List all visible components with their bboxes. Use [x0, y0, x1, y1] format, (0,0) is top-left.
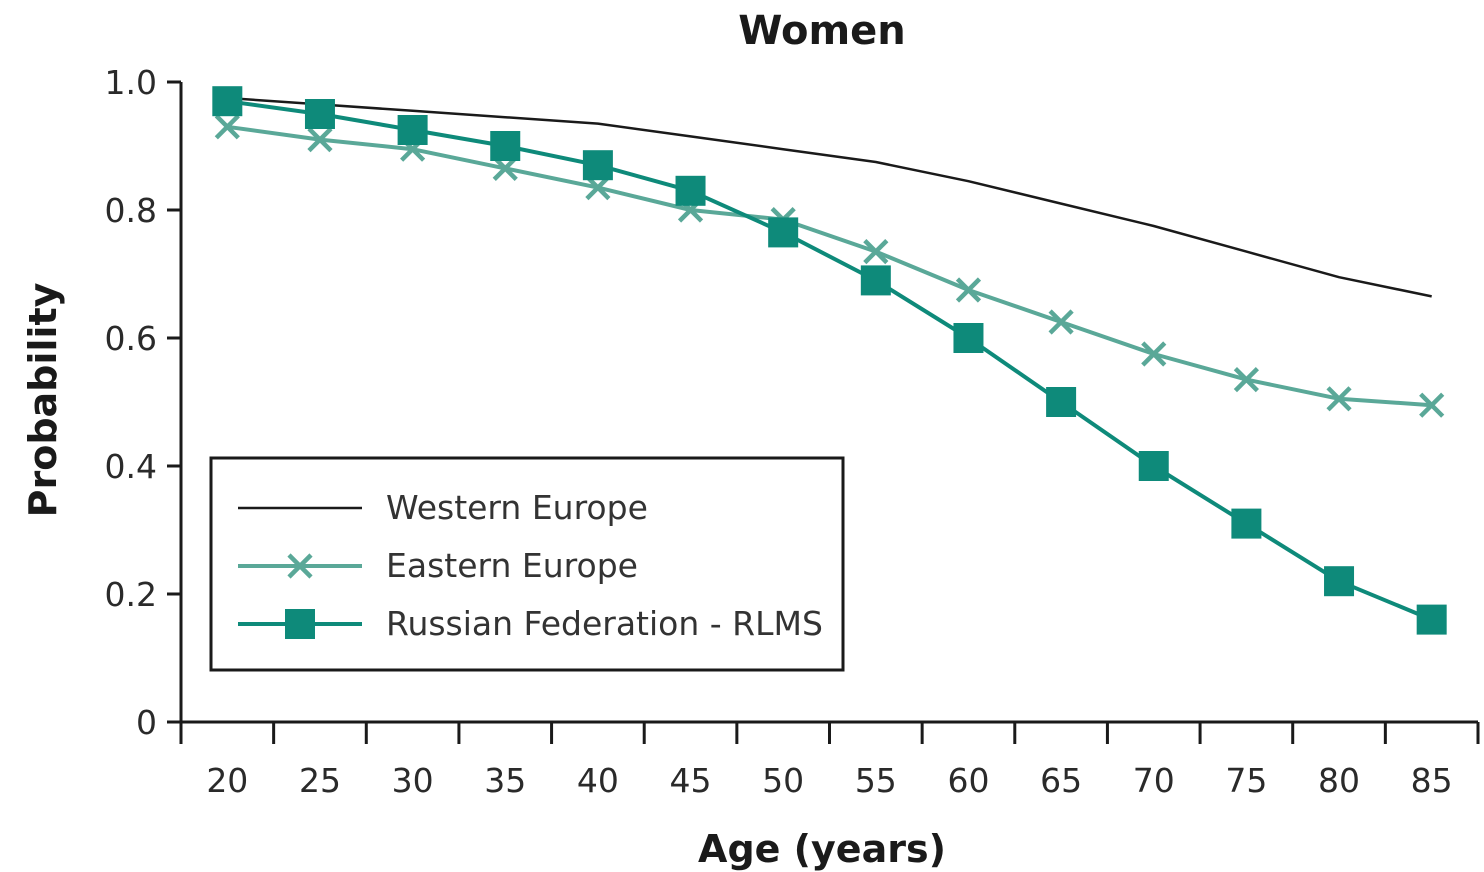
- series-eastern-europe: [214, 114, 1445, 418]
- x-tick-label: 25: [299, 761, 341, 800]
- y-tick-label: 0.8: [105, 191, 157, 230]
- data-point-eastern-europe-stroke: [1326, 386, 1352, 412]
- x-tick-label: 55: [855, 761, 897, 800]
- x-tick-label: 60: [947, 761, 989, 800]
- data-point-russian-federation-rlms: [1046, 387, 1077, 417]
- data-point-eastern-europe-stroke: [585, 175, 611, 201]
- data-point-eastern-europe-stroke: [955, 277, 982, 303]
- data-point-eastern-europe: [214, 114, 240, 140]
- x-tick-label: 75: [1225, 761, 1267, 800]
- data-point-eastern-europe-stroke: [1141, 341, 1167, 367]
- data-point-russian-federation-rlms: [582, 150, 613, 181]
- x-tick-label: 30: [392, 761, 434, 800]
- legend-swatch-marker: [285, 609, 315, 639]
- data-point-eastern-europe-stroke: [1233, 367, 1259, 393]
- legend-swatch-marker-stroke: [287, 553, 313, 579]
- data-point-eastern-europe: [585, 175, 611, 201]
- data-point-eastern-europe-stroke: [492, 155, 518, 181]
- x-tick-label: 45: [670, 761, 712, 800]
- chart-title: Women: [738, 8, 905, 54]
- data-point-eastern-europe: [955, 277, 982, 303]
- x-tick-label: 80: [1318, 761, 1360, 800]
- data-point-eastern-europe: [1233, 367, 1259, 393]
- x-tick-label: 70: [1133, 761, 1175, 800]
- x-tick-label: 50: [762, 761, 804, 800]
- data-point-russian-federation-rlms: [1416, 604, 1447, 635]
- y-axis-title: Probability: [21, 282, 65, 517]
- data-point-eastern-europe: [1048, 309, 1074, 335]
- data-point-eastern-europe: [1141, 341, 1167, 367]
- data-point-russian-federation-rlms: [953, 323, 984, 353]
- data-point-eastern-europe: [863, 239, 889, 265]
- data-point-russian-federation-rlms: [490, 131, 521, 161]
- y-tick-label: 0.4: [105, 447, 157, 486]
- axes: 0 0.2 0.4 0.6 0.8 1.0 20 25 30 35 40 45 50 55 60 65 70 75…: [105, 63, 1480, 800]
- legend-label: Western Europe: [386, 488, 648, 527]
- y-tick-label: 1.0: [105, 63, 157, 102]
- data-point-russian-federation-rlms: [212, 86, 243, 117]
- x-tick-label: 85: [1411, 761, 1453, 800]
- x-tick-label: 20: [206, 761, 248, 800]
- legend-item-eastern-europe: Eastern Europe: [238, 546, 638, 585]
- data-point-eastern-europe-stroke: [1419, 392, 1445, 418]
- data-point-russian-federation-rlms: [1231, 508, 1262, 539]
- legend-item-western-europe: Western Europe: [238, 488, 648, 527]
- series-group: [212, 86, 1447, 635]
- data-point-russian-federation-rlms: [675, 175, 706, 206]
- legend: Western Europe Eastern Europe Russian Fede…: [209, 456, 845, 672]
- series-western-europe: [227, 96, 1432, 298]
- y-tick-label: 0: [136, 703, 157, 742]
- data-point-eastern-europe: [1419, 392, 1445, 418]
- x-tick-label: 65: [1040, 761, 1082, 800]
- x-axis-title: Age (years): [698, 827, 946, 871]
- data-point-eastern-europe: [1326, 386, 1352, 412]
- data-point-eastern-europe-stroke: [214, 114, 240, 140]
- series-line-russian-federation-rlms: [227, 99, 1433, 622]
- legend-items: Western Europe Eastern Europe Russian Fede…: [238, 488, 823, 643]
- legend-label: Russian Federation - RLMS: [386, 604, 823, 643]
- series-russian-federation-rlms: [212, 86, 1447, 635]
- series-line-western-europe: [227, 96, 1432, 298]
- data-point-russian-federation-rlms: [304, 99, 335, 129]
- data-point-eastern-europe-stroke: [863, 239, 889, 265]
- data-point-russian-federation-rlms: [768, 217, 799, 248]
- series-line-eastern-europe: [227, 124, 1432, 408]
- legend-swatch-marker: [287, 553, 313, 579]
- x-tick-label: 35: [484, 761, 526, 800]
- y-tick-label: 0.6: [105, 319, 157, 358]
- data-point-russian-federation-rlms: [860, 265, 891, 296]
- legend-label: Eastern Europe: [386, 546, 638, 585]
- y-tick-label: 0.2: [105, 575, 157, 614]
- data-point-russian-federation-rlms: [397, 115, 428, 145]
- data-point-russian-federation-rlms: [1324, 566, 1355, 597]
- data-point-eastern-europe-stroke: [1048, 309, 1074, 335]
- data-point-eastern-europe: [307, 127, 333, 153]
- data-point-eastern-europe: [492, 155, 518, 181]
- data-point-russian-federation-rlms: [1138, 451, 1169, 481]
- legend-item-russian-federation-rlms: Russian Federation - RLMS: [238, 604, 823, 643]
- data-point-eastern-europe-stroke: [307, 127, 333, 153]
- x-tick-label: 40: [577, 761, 619, 800]
